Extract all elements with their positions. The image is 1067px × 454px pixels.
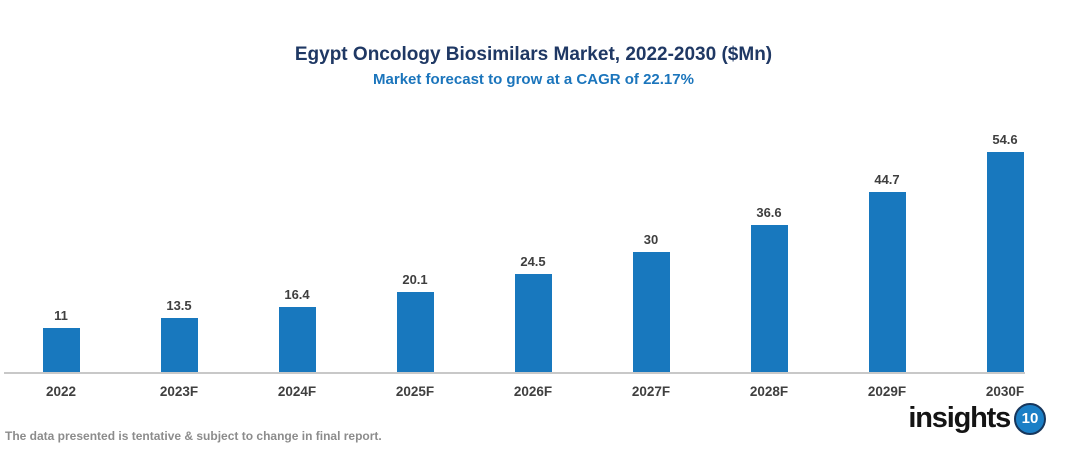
x-axis-line <box>4 372 1025 374</box>
x-axis-tick-label: 2024F <box>277 384 317 399</box>
plot-area: 11 2022 13.5 2023F 16.4 2024F 20.1 2025F 24.5 202… <box>2 0 1064 399</box>
bar-value-label: 24.5 <box>520 254 546 269</box>
bar <box>868 192 906 373</box>
bar-group: 16.4 2024F <box>238 0 356 399</box>
bar-value-label: 16.4 <box>284 287 310 302</box>
footer-disclaimer: The data presented is tentative & subjec… <box>5 429 382 443</box>
bar <box>514 274 552 373</box>
bar-group: 13.5 2023F <box>120 0 238 399</box>
bar-value-label: 36.6 <box>756 205 782 220</box>
chart-title: Egypt Oncology Biosimilars Market, 2022-… <box>294 44 773 65</box>
bar-value-label: 54.6 <box>992 132 1018 147</box>
bar-value-label: 11 <box>54 308 68 323</box>
bar-group: 36.6 2028F <box>710 0 828 399</box>
insights10-logo: insights 10 <box>908 402 1046 435</box>
bar <box>986 152 1024 373</box>
bar <box>42 328 80 373</box>
bar <box>278 307 316 373</box>
bar-group: 30 2027F <box>592 0 710 399</box>
bar-value-label: 20.1 <box>402 272 428 287</box>
x-axis-tick-label: 2027F <box>631 384 671 399</box>
bar-group: 24.5 2026F <box>474 0 592 399</box>
x-axis-tick-label: 2026F <box>513 384 553 399</box>
logo-circle-10-icon: 10 <box>1014 402 1046 435</box>
bar-group: 54.6 2030F <box>946 0 1064 399</box>
bar-group: 44.7 2029F <box>828 0 946 399</box>
bar <box>160 318 198 373</box>
x-axis-tick-label: 2029F <box>867 384 907 399</box>
bar <box>396 292 434 373</box>
logo-number: 10 <box>1021 410 1039 427</box>
bar-group: 20.1 2025F <box>356 0 474 399</box>
bar <box>750 225 788 373</box>
x-axis-tick-label: 2030F <box>985 384 1025 399</box>
bar-value-label: 44.7 <box>874 172 900 187</box>
bar <box>632 252 670 373</box>
chart-subtitle: Market forecast to grow at a CAGR of 22.… <box>373 71 694 88</box>
bars-container: 11 2022 13.5 2023F 16.4 2024F 20.1 2025F 24.5 202… <box>2 0 1064 399</box>
x-axis-tick-label: 2028F <box>749 384 789 399</box>
x-axis-tick-label: 2025F <box>395 384 435 399</box>
bar-group: 11 2022 <box>2 0 120 399</box>
logo-text: insights <box>908 402 1011 434</box>
bar-value-label: 13.5 <box>166 298 192 313</box>
x-axis-tick-label: 2023F <box>159 384 199 399</box>
x-axis-tick-label: 2022 <box>45 384 77 399</box>
bar-value-label: 30 <box>643 232 659 247</box>
